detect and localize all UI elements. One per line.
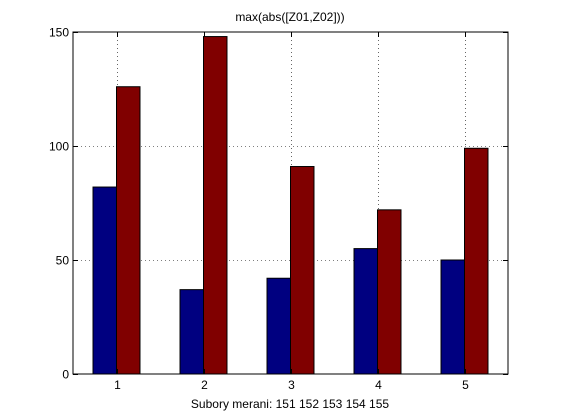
chart-title: max(abs([Z01,Z02]))	[235, 10, 344, 24]
bar-series2-cat5	[464, 147, 489, 375]
x-axis-label: Subory merani: 151 152 153 154 155	[191, 397, 389, 411]
bar-series2-cat1	[116, 86, 141, 375]
y-tick-label: 150	[49, 26, 69, 40]
x-tick-label: 3	[288, 378, 295, 392]
bar-series2-cat2	[203, 36, 228, 375]
bar-series1-cat4	[353, 248, 379, 375]
plot-frame	[72, 31, 509, 375]
bars	[92, 36, 489, 375]
y-tick-label: 50	[56, 254, 70, 268]
x-tick-label: 5	[462, 378, 469, 392]
x-tick-label: 2	[201, 378, 208, 392]
x-tick-label: 1	[114, 378, 121, 392]
y-tick-label: 0	[62, 368, 69, 382]
bar-series1-cat5	[440, 259, 466, 375]
bar-series2-cat3	[290, 166, 315, 375]
x-tick-label: 4	[375, 378, 382, 392]
bar-series1-cat1	[92, 186, 118, 375]
bar-series2-cat4	[377, 209, 402, 375]
bar-series1-cat2	[179, 289, 204, 375]
bar-series1-cat3	[266, 277, 292, 375]
y-tick-label: 100	[49, 140, 69, 154]
